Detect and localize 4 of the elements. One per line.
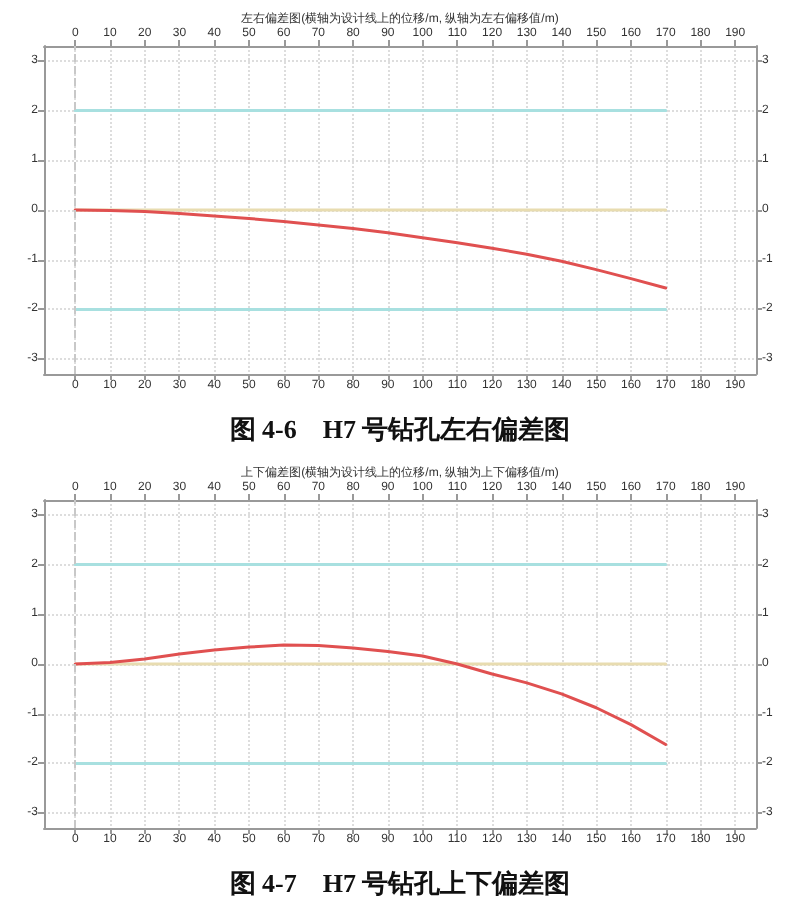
caption: 图 4-6 H7 号钻孔左右偏差图 bbox=[229, 414, 571, 444]
caption: 图 4-7 H7 号钻孔上下偏差图 bbox=[229, 868, 571, 898]
line-series bbox=[73, 643, 668, 747]
line-series bbox=[73, 208, 668, 290]
